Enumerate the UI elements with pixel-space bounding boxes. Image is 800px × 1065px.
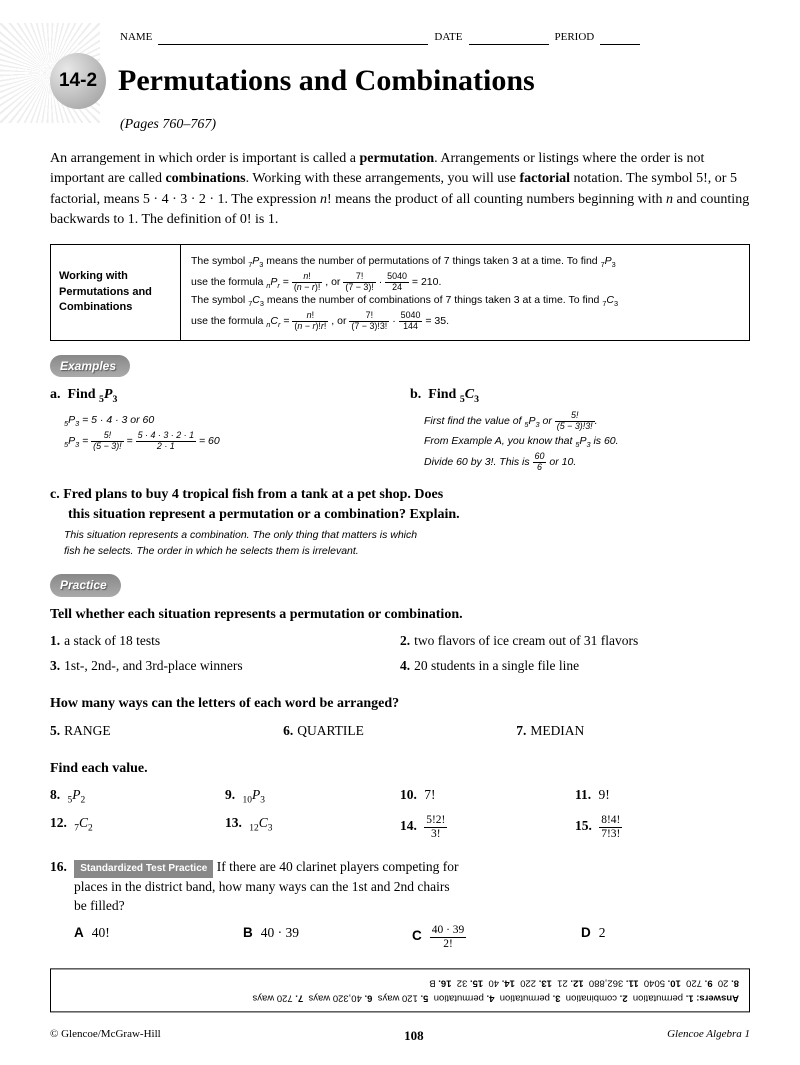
pages-ref: (Pages 760–767)	[120, 115, 750, 135]
q11-text: 9!	[599, 787, 610, 802]
q10-text: 7!	[424, 787, 435, 802]
q15: 15. 8!4!7!3!	[575, 814, 750, 840]
footer: © Glencoe/McGraw-Hill 108 Glencoe Algebr…	[50, 1027, 750, 1045]
instruction-3: Find each value.	[50, 759, 750, 779]
example-a-work: 5P3 = 5 · 4 · 3 or 60 5P3 = 5!(5 − 3)! =…	[64, 411, 390, 452]
box-line4: use the formula nCr = n!(n − r)!r! , or …	[191, 311, 739, 332]
q10: 10. 7!	[400, 786, 575, 808]
problems-5-7: 5.RANGE 6.QUARTILE 7.MEDIAN	[50, 722, 750, 747]
q16: 16. Standardized Test Practice If there …	[50, 858, 750, 916]
q3-text: 1st-, 2nd-, and 3rd-place winners	[64, 658, 242, 673]
q4-text: 20 students in a single file line	[414, 658, 579, 673]
example-a: a. Find 5P3 5P3 = 5 · 4 · 3 or 60 5P3 = …	[50, 385, 390, 473]
intro-paragraph: An arrangement in which order is importa…	[50, 149, 750, 230]
choice-b: B40 · 39	[243, 924, 412, 950]
page-title: Permutations and Combinations	[118, 60, 535, 102]
period-label: PERIOD	[555, 30, 595, 45]
example-c: c. Fred plans to buy 4 tropical fish fro…	[50, 485, 750, 560]
q6-text: QUARTILE	[297, 723, 364, 738]
examples-ab: a. Find 5P3 5P3 = 5 · 4 · 3 or 60 5P3 = …	[50, 385, 750, 473]
name-label: NAME	[120, 30, 152, 45]
q14-num: 5!2!	[424, 814, 447, 828]
q11: 11. 9!	[575, 786, 750, 808]
q16-choices: A40! B40 · 39 C40 · 392! D2	[74, 924, 750, 950]
lesson-badge: 14-2	[50, 53, 106, 109]
examples-pill: Examples	[50, 355, 130, 378]
q9: 9. 10P3	[225, 786, 400, 808]
choice-c-num: 40 · 39	[430, 924, 467, 938]
stp-badge: Standardized Test Practice	[74, 860, 213, 878]
problems-8-15: 8. 5P2 9. 10P3 10. 7! 11. 9! 12. 7C2 13.…	[50, 786, 750, 846]
example-c-prompt: c. Fred plans to buy 4 tropical fish fro…	[50, 485, 750, 524]
example-b-label: b. Find 5C3	[410, 385, 750, 407]
title-row: 14-2 Permutations and Combinations	[50, 53, 750, 109]
choice-d-text: 2	[599, 925, 606, 940]
choice-d: D2	[581, 924, 750, 950]
q1-text: a stack of 18 tests	[64, 633, 160, 648]
choice-a: A40!	[74, 924, 243, 950]
header-fields: NAME DATE PERIOD	[120, 30, 750, 45]
box-line3: The symbol 7C3 means the number of combi…	[191, 292, 739, 311]
box-line1: The symbol 7P3 means the number of permu…	[191, 253, 739, 272]
example-c-ans1: This situation represents a combination.…	[64, 529, 417, 541]
example-b-work: First find the value of 5P3 or 5!(5 − 3)…	[424, 411, 750, 473]
instruction-2: How many ways can the letters of each wo…	[50, 694, 750, 714]
date-blank[interactable]	[469, 30, 549, 45]
example-c-ans2: fish he selects. The order in which he s…	[64, 545, 359, 557]
q12: 12. 7C2	[50, 814, 225, 840]
q5: 5.RANGE	[50, 722, 283, 741]
date-label: DATE	[434, 30, 462, 45]
problems-1-4: 1.a stack of 18 tests 2.two flavors of i…	[50, 632, 750, 682]
example-c-prompt2: this situation represent a permutation o…	[68, 507, 460, 522]
example-b: b. Find 5C3 First find the value of 5P3 …	[410, 385, 750, 473]
q7-text: MEDIAN	[530, 723, 584, 738]
q15-num: 8!4!	[599, 814, 622, 828]
answer-key: Answers: 1. permutation 2. combination 3…	[50, 968, 750, 1012]
choice-a-text: 40!	[92, 925, 110, 940]
footer-left: © Glencoe/McGraw-Hill	[50, 1027, 161, 1045]
q2: 2.two flavors of ice cream out of 31 fla…	[400, 632, 750, 651]
q8: 8. 5P2	[50, 786, 225, 808]
choice-b-text: 40 · 39	[261, 925, 299, 940]
choice-c-den: 2!	[430, 938, 467, 951]
q1: 1.a stack of 18 tests	[50, 632, 400, 651]
q5-text: RANGE	[64, 723, 111, 738]
instruction-1: Tell whether each situation represents a…	[50, 605, 750, 625]
name-blank[interactable]	[158, 30, 428, 45]
choice-c: C40 · 392!	[412, 924, 581, 950]
q14: 14. 5!2!3!	[400, 814, 575, 840]
example-a-label: a. Find 5P3	[50, 385, 390, 407]
example-c-answer: This situation represents a combination.…	[64, 528, 750, 560]
footer-right: Glencoe Algebra 1	[667, 1027, 750, 1045]
q7: 7.MEDIAN	[516, 722, 749, 741]
q13: 13. 12C3	[225, 814, 400, 840]
box-line2: use the formula nPr = n!(n − r)! , or 7!…	[191, 272, 739, 293]
formula-box: Working with Permutations and Combinatio…	[50, 244, 750, 341]
q6: 6.QUARTILE	[283, 722, 516, 741]
q2-text: two flavors of ice cream out of 31 flavo…	[414, 633, 638, 648]
period-blank[interactable]	[600, 30, 640, 45]
q14-den: 3!	[424, 828, 447, 841]
practice-pill: Practice	[50, 574, 121, 597]
box-content: The symbol 7P3 means the number of permu…	[181, 245, 749, 340]
q3: 3.1st-, 2nd-, and 3rd-place winners	[50, 657, 400, 676]
q4: 4.20 students in a single file line	[400, 657, 750, 676]
q15-den: 7!3!	[599, 828, 622, 841]
example-c-prompt1: c. Fred plans to buy 4 tropical fish fro…	[50, 487, 443, 502]
footer-page-number: 108	[404, 1027, 424, 1045]
box-left-label: Working with Permutations and Combinatio…	[51, 245, 181, 340]
